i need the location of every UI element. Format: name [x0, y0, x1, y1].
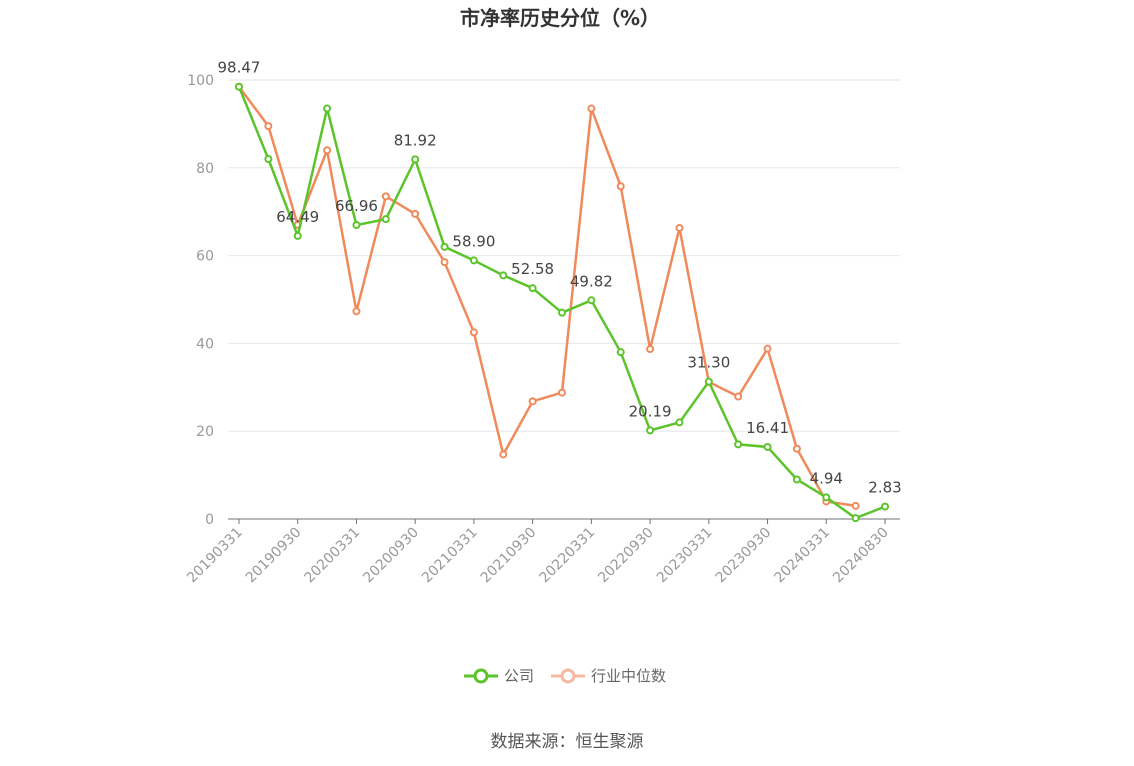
x-tick-label: 20230331 — [654, 525, 716, 587]
x-tick-label: 20240830 — [830, 525, 892, 587]
data-point-0 — [792, 475, 801, 484]
data-point-0 — [646, 426, 655, 435]
data-point-1 — [323, 146, 332, 155]
y-tick-label: 20 — [196, 424, 214, 440]
series-layer — [235, 82, 889, 523]
data-point-0 — [323, 104, 332, 113]
data-point-0 — [558, 308, 566, 317]
x-tick-label: 20220930 — [595, 525, 657, 587]
data-point-1 — [558, 388, 566, 397]
x-tick-label: 20210331 — [419, 525, 481, 587]
data-point-1 — [675, 223, 684, 232]
data-point-0 — [528, 284, 537, 293]
data-point-1 — [646, 345, 655, 354]
x-tick-label: 20220331 — [536, 525, 598, 587]
y-tick-label: 80 — [196, 161, 214, 177]
y-tick-label: 60 — [196, 249, 214, 265]
data-point-0 — [411, 155, 420, 164]
data-point-0 — [675, 418, 684, 427]
legend-label: 行业中位数 — [591, 667, 666, 685]
data-point-1 — [499, 450, 508, 459]
legend-marker — [473, 668, 489, 684]
data-point-0 — [264, 155, 273, 164]
data-point-0 — [851, 514, 860, 523]
data-point-1 — [851, 501, 860, 510]
legend-item-1[interactable]: 行业中位数 — [551, 667, 666, 685]
axes: 2019033120190930202003312020093020210331… — [184, 518, 900, 587]
legend-label: 公司 — [504, 667, 534, 685]
x-tick-label: 20200331 — [302, 525, 364, 587]
data-label: 2.83 — [868, 479, 901, 497]
data-label: 64.49 — [276, 208, 319, 226]
data-point-0 — [499, 271, 508, 280]
x-tick-label: 20200930 — [360, 525, 422, 587]
data-point-1 — [763, 344, 772, 353]
y-tick-label: 0 — [205, 512, 214, 528]
data-label: 16.41 — [746, 419, 789, 437]
data-point-0 — [293, 231, 302, 240]
data-point-1 — [616, 182, 625, 191]
data-point-1 — [381, 192, 390, 201]
data-label: 52.58 — [511, 260, 554, 278]
x-tick-label: 20230930 — [713, 525, 775, 587]
data-point-0 — [734, 440, 743, 449]
data-label: 49.82 — [570, 272, 613, 290]
data-point-1 — [734, 392, 743, 401]
data-point-0 — [352, 221, 361, 230]
data-point-0 — [469, 256, 478, 265]
legend-marker — [560, 668, 576, 684]
series-line-1 — [237, 85, 856, 508]
data-point-1 — [264, 122, 273, 131]
data-point-0 — [235, 82, 243, 91]
x-tick-label: 20210930 — [478, 525, 540, 587]
data-label: 20.19 — [629, 402, 672, 420]
data-source: 数据来源：恒生聚源 — [491, 732, 644, 752]
data-label: 31.30 — [687, 354, 730, 372]
legend[interactable]: 公司 行业中位数 — [464, 667, 666, 685]
x-tick-label: 20190930 — [243, 525, 305, 587]
y-tick-label: 40 — [196, 336, 214, 352]
data-point-0 — [822, 493, 831, 502]
data-point-0 — [704, 377, 713, 386]
data-point-1 — [411, 209, 420, 218]
x-tick-label: 20190331 — [184, 525, 246, 587]
data-label: 58.90 — [452, 232, 495, 250]
data-point-1 — [792, 444, 801, 453]
data-point-0 — [587, 296, 596, 305]
chart-title: 市净率历史分位（%） — [460, 6, 660, 30]
grid-lines: 0 20 40 60 80 100 — [187, 73, 900, 528]
series-line-0 — [237, 86, 886, 520]
x-tick-label: 20240331 — [771, 525, 833, 587]
data-point-0 — [763, 442, 772, 451]
data-point-0 — [616, 348, 625, 357]
y-tick-label: 100 — [187, 73, 214, 89]
data-point-0 — [381, 215, 390, 224]
data-label: 4.94 — [810, 469, 843, 487]
data-point-1 — [352, 307, 361, 316]
data-point-0 — [881, 502, 889, 511]
data-label: 66.96 — [335, 197, 378, 215]
legend-item-0[interactable]: 公司 — [464, 667, 534, 685]
data-point-1 — [528, 397, 537, 406]
data-point-0 — [440, 242, 449, 251]
data-point-1 — [469, 328, 478, 337]
data-label: 98.47 — [218, 59, 261, 77]
data-label: 81.92 — [394, 131, 437, 149]
data-point-1 — [587, 104, 596, 113]
data-labels: 98.47 64.49 66.96 81.92 58.90 52.58 49.82 20.19… — [218, 59, 902, 497]
data-point-1 — [440, 258, 449, 267]
